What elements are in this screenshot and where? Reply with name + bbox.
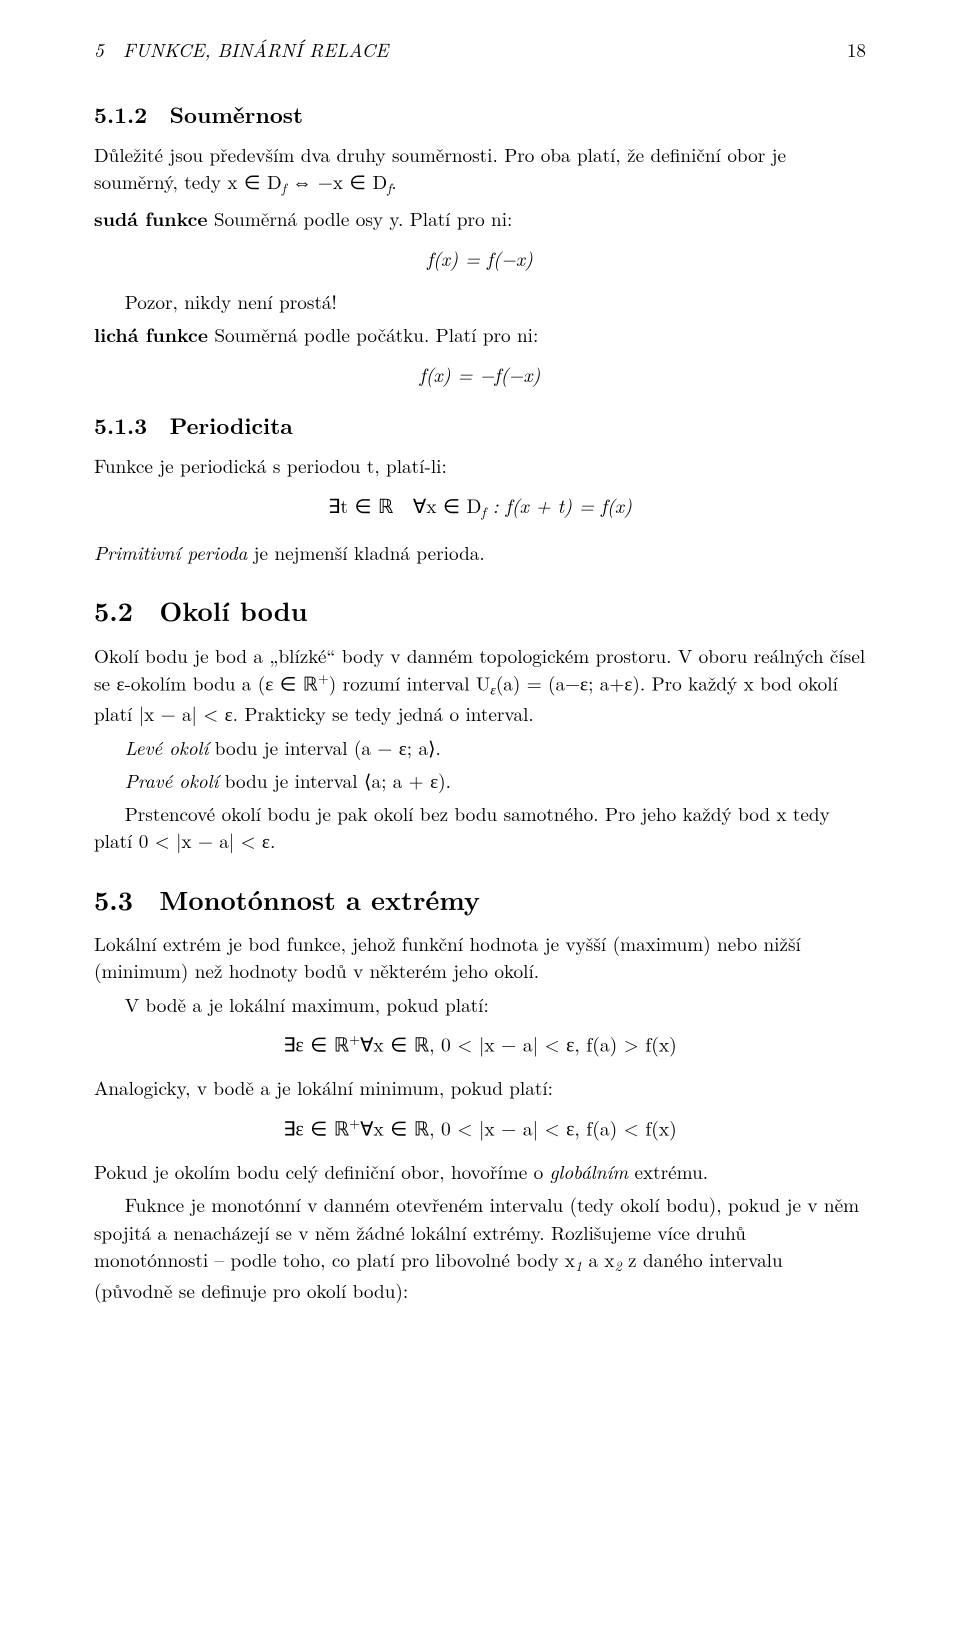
text: ∃ε ∈ ℝ xyxy=(283,1030,349,1058)
header-left: 5 FUNKCE, BINÁRNÍ RELACE xyxy=(94,36,388,63)
paragraph: V bodě a je lokální maximum, pokud platí… xyxy=(94,991,866,1018)
equation: ∃ε ∈ ℝ+∀x ∈ ℝ, 0 < |x − a| < ε, f(a) > f… xyxy=(94,1030,866,1058)
header-page-number: 18 xyxy=(847,36,866,63)
page: 5 FUNKCE, BINÁRNÍ RELACE 18 5.1.2 Souměr… xyxy=(0,0,960,1627)
superscript-plus: + xyxy=(318,668,329,688)
paragraph: Okolí bodu je bod a „blízké“ body v dann… xyxy=(94,642,866,728)
text: Souměrná podle osy y. Platí pro ni: xyxy=(208,204,513,232)
paragraph: Pokud je okolím bodu celý definiční obor… xyxy=(94,1158,866,1185)
paragraph: Fuknce je monotónní v danném otevřeném i… xyxy=(94,1191,866,1304)
paragraph: Důležité jsou především dva druhy souměr… xyxy=(94,141,866,199)
text: bodu je interval ⟨a; a + ε). xyxy=(218,766,451,794)
text: ∃t ∈ ℝ ∀x ∈ D xyxy=(328,491,481,519)
paragraph: Lokální extrém je bod funkce, jehož funk… xyxy=(94,930,866,985)
text: ) rozumí interval U xyxy=(329,669,491,697)
paragraph: Primitivní perioda je nejmenší kladná pe… xyxy=(94,539,866,566)
paragraph: Analogicky, v bodě a je lokální minimum,… xyxy=(94,1074,866,1101)
term-italic: Levé okolí xyxy=(125,733,209,761)
heading-5-2: 5.2 Okolí bodu xyxy=(94,592,866,630)
text: : f(x + t) = f(x) xyxy=(486,491,632,519)
subscript-1: 1 xyxy=(575,1256,582,1276)
term: lichá funkce xyxy=(94,320,208,348)
equation: ∃t ∈ ℝ ∀x ∈ Df : f(x + t) = f(x) xyxy=(94,492,866,523)
term-italic: Primitivní perioda xyxy=(94,538,247,566)
text: Souměrná podle počátku. Platí pro ni: xyxy=(208,320,538,348)
term: sudá funkce xyxy=(94,204,208,232)
text: ∃ε ∈ ℝ xyxy=(283,1113,349,1141)
text: bodu je interval (a − ε; a⟩. xyxy=(208,733,441,761)
heading-5-3: 5.3 Monotónnost a extrémy xyxy=(94,881,866,919)
paragraph: Pravé okolí bodu je interval ⟨a; a + ε). xyxy=(94,767,866,794)
term-italic: globálním xyxy=(550,1157,628,1185)
definition-suda: sudá funkce Souměrná podle osy y. Platí … xyxy=(94,205,866,232)
running-head: 5 FUNKCE, BINÁRNÍ RELACE 18 xyxy=(94,36,866,63)
text: je nejmenší kladná perioda. xyxy=(247,538,484,566)
term-italic: Pravé okolí xyxy=(125,766,219,794)
text: Důležité jsou především dva druhy souměr… xyxy=(94,140,786,195)
text: extrému. xyxy=(628,1157,708,1185)
heading-5-1-2: 5.1.2 Souměrnost xyxy=(94,99,866,131)
paragraph: Prstencové okolí bodu je pak okolí bez b… xyxy=(94,800,866,855)
equation: f(x) = f(−x) xyxy=(94,245,866,273)
text: a x xyxy=(582,1245,615,1273)
equation: f(x) = −f(−x) xyxy=(94,361,866,389)
superscript-plus: + xyxy=(349,1029,360,1049)
paragraph: Pozor, nikdy není prostá! xyxy=(94,288,866,315)
paragraph: Levé okolí bodu je interval (a − ε; a⟩. xyxy=(94,734,866,761)
text: . xyxy=(391,167,396,195)
paragraph: Funkce je periodická s periodou t, platí… xyxy=(94,452,866,479)
definition-licha: lichá funkce Souměrná podle počátku. Pla… xyxy=(94,321,866,348)
superscript-plus: + xyxy=(349,1113,360,1133)
heading-5-1-3: 5.1.3 Periodicita xyxy=(94,410,866,442)
text: ⇔ −x ∈ D xyxy=(286,167,387,195)
text: Pokud je okolím bodu celý definiční obor… xyxy=(94,1157,550,1185)
equation: ∃ε ∈ ℝ+∀x ∈ ℝ, 0 < |x − a| < ε, f(a) < f… xyxy=(94,1114,866,1142)
subscript-2: 2 xyxy=(615,1256,622,1276)
text: ∀x ∈ ℝ, 0 < |x − a| < ε, f(a) < f(x) xyxy=(360,1113,677,1141)
text: ∀x ∈ ℝ, 0 < |x − a| < ε, f(a) > f(x) xyxy=(360,1030,677,1058)
